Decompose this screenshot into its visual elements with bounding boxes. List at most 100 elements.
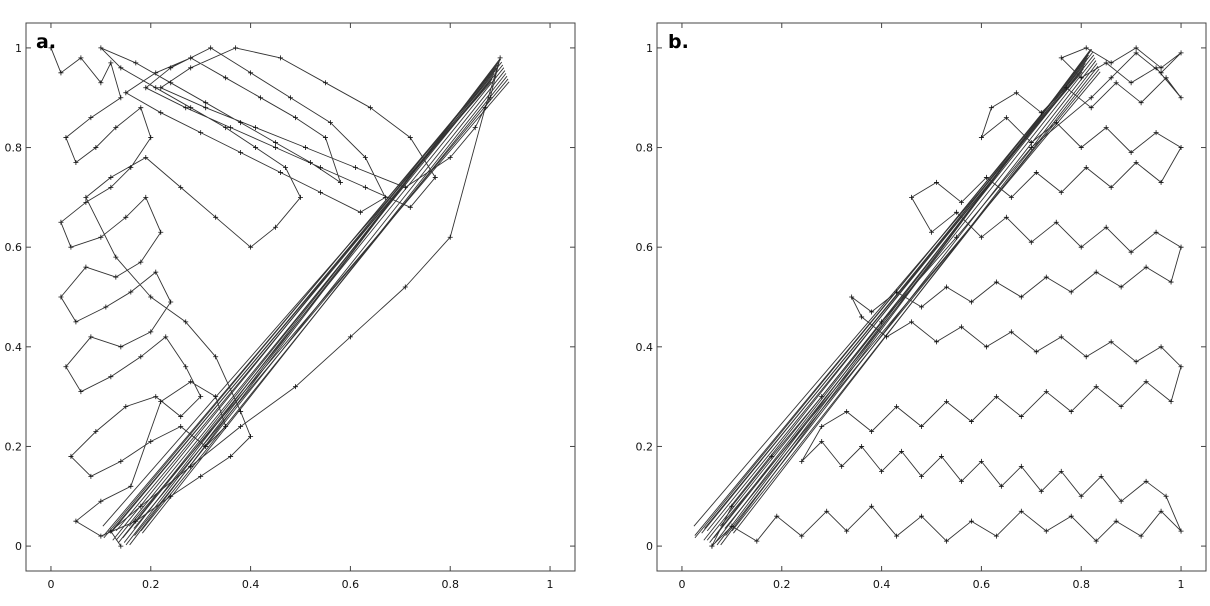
city-marker: [879, 468, 885, 474]
y-tick-label: 0: [646, 540, 653, 553]
city-marker: [273, 145, 279, 151]
city-marker: [1113, 518, 1119, 524]
x-tick-label: 0.6: [342, 578, 360, 591]
city-marker: [953, 234, 959, 240]
city-marker: [293, 384, 299, 390]
city-marker: [993, 279, 999, 285]
city-marker: [98, 533, 104, 539]
city-marker: [1093, 384, 1099, 390]
corridor-segment: [140, 75, 508, 532]
city-marker: [347, 334, 353, 340]
city-marker: [1103, 125, 1109, 131]
city-marker: [729, 503, 735, 509]
city-marker: [1043, 274, 1049, 280]
city-marker: [1133, 359, 1139, 365]
city-marker: [894, 533, 900, 539]
city-marker: [168, 493, 174, 499]
city-marker: [978, 234, 984, 240]
city-marker: [1108, 184, 1114, 190]
city-marker: [188, 105, 194, 111]
city-marker: [769, 453, 775, 459]
city-marker: [1128, 150, 1134, 156]
x-tick-label: 0.2: [773, 578, 791, 591]
city-marker: [133, 518, 139, 524]
city-marker: [278, 169, 284, 175]
x-tick-label: 0.4: [873, 578, 891, 591]
y-tick-label: 0.6: [636, 241, 654, 254]
city-marker: [238, 424, 244, 430]
city-marker: [1058, 189, 1064, 195]
city-marker: [1028, 140, 1034, 146]
x-tick-label: 0.8: [1072, 578, 1090, 591]
city-marker: [1018, 508, 1024, 514]
y-tick-label: 0.2: [636, 440, 654, 453]
plot-frame-a: [25, 22, 576, 572]
city-marker: [128, 289, 134, 295]
city-marker: [402, 284, 408, 290]
city-marker: [938, 453, 944, 459]
city-marker: [1003, 214, 1009, 220]
city-marker: [168, 80, 174, 86]
city-marker: [839, 463, 845, 469]
city-marker: [1083, 354, 1089, 360]
corridor-segment: [703, 54, 1089, 541]
city-marker: [909, 194, 915, 200]
city-marker: [1168, 279, 1174, 285]
city-marker: [1008, 329, 1014, 335]
city-marker: [148, 135, 154, 141]
city-marker: [382, 194, 388, 200]
city-marker: [1043, 389, 1049, 395]
chart-panel-b: 0 0.2 0.4 0.6 0.8 1 0 0.2 0.4 0.6 0.8 1 b.: [636, 22, 1207, 591]
city-marker: [203, 100, 209, 106]
city-marker: [1163, 75, 1169, 81]
city-marker: [108, 374, 114, 380]
city-marker: [118, 95, 124, 101]
city-marker: [357, 209, 363, 215]
city-marker: [88, 115, 94, 121]
city-marker: [859, 443, 865, 449]
city-marker: [1078, 75, 1084, 81]
city-marker: [1028, 239, 1034, 245]
city-marker: [1158, 65, 1164, 71]
city-marker: [118, 344, 124, 350]
city-marker: [432, 174, 438, 180]
y-tick-label: 0: [15, 540, 22, 553]
city-marker: [1108, 60, 1114, 66]
city-marker: [113, 274, 119, 280]
city-marker: [978, 458, 984, 464]
city-marker: [1068, 513, 1074, 519]
city-marker: [93, 429, 99, 435]
city-marker: [859, 314, 865, 320]
city-marker: [1033, 349, 1039, 355]
city-marker: [88, 473, 94, 479]
city-marker: [58, 219, 64, 225]
city-marker: [168, 299, 174, 305]
y-tick-label: 0.4: [5, 341, 23, 354]
city-marker: [113, 125, 119, 131]
city-marker: [188, 379, 194, 385]
city-marker: [983, 174, 989, 180]
city-marker: [238, 409, 244, 415]
city-marker: [407, 204, 413, 210]
city-marker: [367, 105, 373, 111]
city-marker: [1143, 379, 1149, 385]
city-marker: [248, 70, 254, 76]
city-marker: [68, 244, 74, 250]
city-marker: [844, 528, 850, 534]
city-marker: [238, 150, 244, 156]
city-marker: [1093, 538, 1099, 544]
city-marker: [337, 179, 343, 185]
city-marker: [958, 478, 964, 484]
city-marker: [83, 199, 89, 205]
city-marker: [869, 309, 875, 315]
city-marker: [1098, 473, 1104, 479]
city-marker: [88, 334, 94, 340]
x-tick-label: 0.6: [973, 578, 991, 591]
city-marker: [844, 409, 850, 415]
city-marker: [198, 394, 204, 400]
city-marker: [198, 473, 204, 479]
city-marker: [48, 45, 54, 51]
city-marker: [228, 125, 234, 131]
city-marker: [153, 394, 159, 400]
city-marker: [1168, 399, 1174, 405]
